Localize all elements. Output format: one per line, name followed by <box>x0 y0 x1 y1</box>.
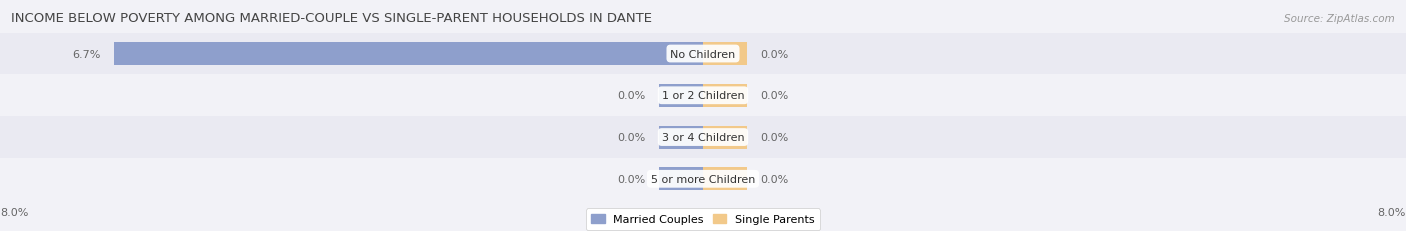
Bar <box>659 126 703 149</box>
Text: 0.0%: 0.0% <box>761 174 789 184</box>
Bar <box>703 126 747 149</box>
Text: No Children: No Children <box>671 49 735 59</box>
Text: 8.0%: 8.0% <box>0 207 28 217</box>
Text: 0.0%: 0.0% <box>617 91 645 101</box>
Text: 0.0%: 0.0% <box>617 132 645 143</box>
Text: 0.0%: 0.0% <box>761 49 789 59</box>
Text: 3 or 4 Children: 3 or 4 Children <box>662 132 744 143</box>
Bar <box>114 43 703 66</box>
Legend: Married Couples, Single Parents: Married Couples, Single Parents <box>586 208 820 230</box>
Bar <box>703 84 747 107</box>
Text: Source: ZipAtlas.com: Source: ZipAtlas.com <box>1284 13 1395 23</box>
Text: 0.0%: 0.0% <box>761 91 789 101</box>
Bar <box>703 168 747 190</box>
Bar <box>659 168 703 190</box>
Text: INCOME BELOW POVERTY AMONG MARRIED-COUPLE VS SINGLE-PARENT HOUSEHOLDS IN DANTE: INCOME BELOW POVERTY AMONG MARRIED-COUPL… <box>11 12 652 25</box>
Text: 5 or more Children: 5 or more Children <box>651 174 755 184</box>
Text: 1 or 2 Children: 1 or 2 Children <box>662 91 744 101</box>
Text: 6.7%: 6.7% <box>73 49 101 59</box>
Bar <box>703 43 747 66</box>
Text: 0.0%: 0.0% <box>761 132 789 143</box>
Text: 8.0%: 8.0% <box>1378 207 1406 217</box>
Bar <box>659 84 703 107</box>
Text: 0.0%: 0.0% <box>617 174 645 184</box>
